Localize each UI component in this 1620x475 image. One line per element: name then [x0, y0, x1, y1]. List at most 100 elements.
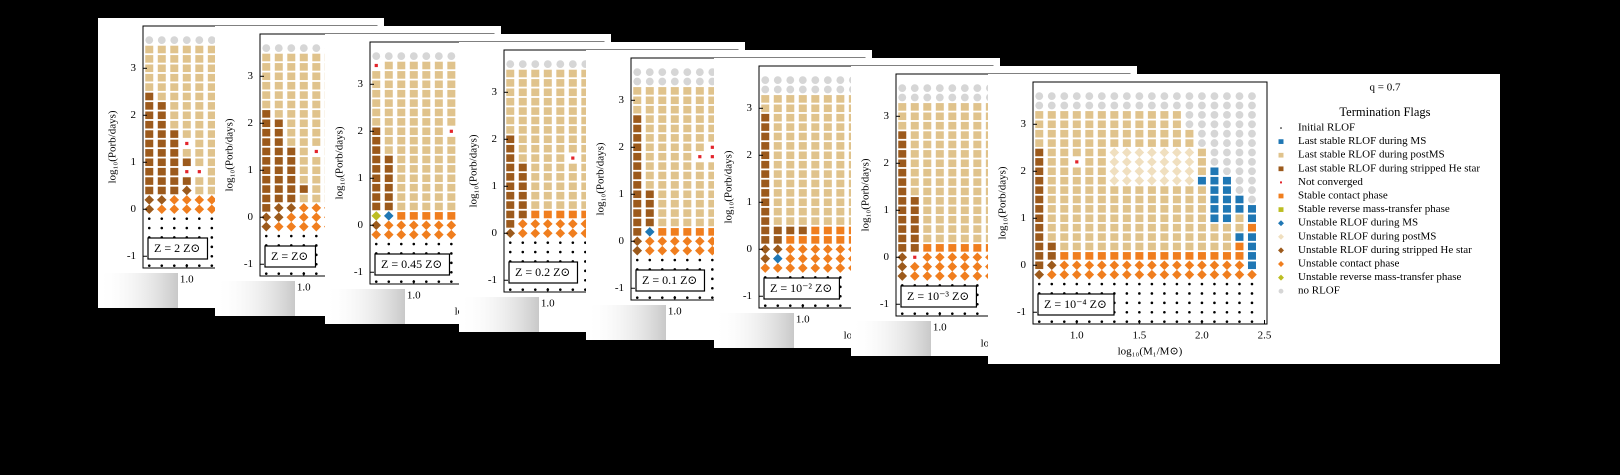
marker-square	[670, 143, 679, 152]
marker-square	[262, 91, 271, 99]
marker-square	[1097, 195, 1106, 204]
marker-square	[658, 218, 667, 227]
marker-circle	[633, 68, 642, 76]
marker-square	[761, 189, 770, 197]
marker-square	[262, 175, 271, 184]
marker-square	[1085, 139, 1094, 147]
marker-circle	[182, 36, 191, 44]
marker-square	[773, 151, 782, 160]
marker-square	[447, 193, 456, 201]
legend-marker	[1278, 261, 1284, 267]
marker-diamond	[261, 221, 272, 232]
marker-square	[910, 140, 919, 149]
marker-dot	[315, 234, 318, 238]
marker-square	[409, 80, 418, 89]
marker-square	[556, 116, 565, 125]
marker-square	[658, 181, 667, 189]
marker-square	[145, 139, 154, 148]
marker-square	[773, 236, 782, 244]
marker-square	[409, 193, 418, 201]
legend-label: Unstable RLOF during postMS	[1298, 230, 1436, 242]
marker-square	[910, 103, 919, 111]
marker-square	[1072, 195, 1081, 204]
marker-square	[973, 187, 982, 196]
marker-square	[1185, 195, 1194, 204]
marker-square	[274, 110, 283, 118]
marker-square	[372, 174, 381, 183]
marker-square	[372, 108, 381, 117]
marker-square	[923, 197, 932, 205]
marker-dot	[387, 280, 391, 283]
marker-diamond	[1184, 147, 1195, 158]
marker-square	[633, 181, 642, 189]
marker-square	[923, 159, 932, 168]
legend-label: Last stable RLOF during stripped He star	[1298, 162, 1480, 174]
marker-square	[1097, 176, 1106, 185]
marker-square	[422, 174, 431, 183]
marker-square	[506, 144, 515, 153]
marker-square	[1122, 233, 1131, 241]
marker-square	[645, 181, 654, 189]
marker-dot	[210, 217, 214, 220]
marker-square	[923, 112, 932, 121]
marker-square	[948, 168, 957, 177]
marker-square	[910, 215, 919, 224]
marker-square	[1072, 139, 1081, 147]
marker-circle	[823, 76, 832, 84]
marker-square	[798, 123, 807, 131]
marker-square	[145, 92, 154, 101]
marker-diamond	[1109, 260, 1120, 271]
marker-square	[422, 89, 431, 98]
marker-square	[823, 226, 832, 235]
marker-square	[312, 185, 321, 193]
marker-square	[581, 116, 590, 125]
marker-square	[170, 167, 179, 176]
marker-dot	[673, 258, 677, 262]
marker-square	[823, 104, 832, 113]
marker-square	[1160, 252, 1169, 260]
marker-square	[195, 111, 204, 120]
marker-diamond	[580, 228, 591, 239]
marker-dot	[387, 242, 391, 246]
marker-square	[811, 226, 820, 235]
marker-diamond	[1134, 157, 1145, 167]
marker-square	[434, 183, 443, 192]
marker-square	[898, 168, 907, 177]
marker-square	[658, 228, 667, 236]
marker-square	[543, 191, 552, 200]
marker-square	[1047, 176, 1056, 185]
marker-square	[543, 97, 552, 106]
marker-square	[836, 226, 845, 235]
marker-dot	[289, 234, 293, 238]
marker-square	[708, 209, 717, 217]
marker-square	[1097, 252, 1106, 260]
marker-diamond	[1071, 269, 1082, 280]
marker-square	[434, 193, 443, 201]
marker-dot	[788, 304, 792, 307]
marker-square	[708, 124, 717, 133]
marker-square	[935, 215, 944, 224]
marker-circle	[1060, 101, 1069, 110]
marker-square	[1197, 186, 1206, 194]
marker-square	[1122, 214, 1131, 223]
marker-dot	[559, 288, 562, 291]
marker-dot	[1150, 320, 1154, 323]
marker-circle	[1223, 129, 1231, 138]
marker-square	[773, 170, 782, 178]
marker-square	[948, 215, 957, 224]
marker-square	[299, 119, 308, 128]
marker-circle	[695, 77, 704, 86]
marker-dot	[1250, 320, 1254, 323]
marker-dot	[698, 296, 702, 299]
marker-square	[1222, 242, 1231, 251]
marker-square	[1047, 252, 1056, 260]
marker-square	[145, 55, 154, 63]
marker-square	[518, 97, 527, 106]
marker-circle	[935, 84, 944, 92]
marker-circle	[1235, 92, 1244, 100]
marker-square	[773, 189, 782, 197]
marker-square	[312, 81, 321, 90]
y-tick-label: 0	[1021, 259, 1027, 271]
marker-circle	[1072, 101, 1081, 110]
marker-square	[923, 168, 932, 177]
